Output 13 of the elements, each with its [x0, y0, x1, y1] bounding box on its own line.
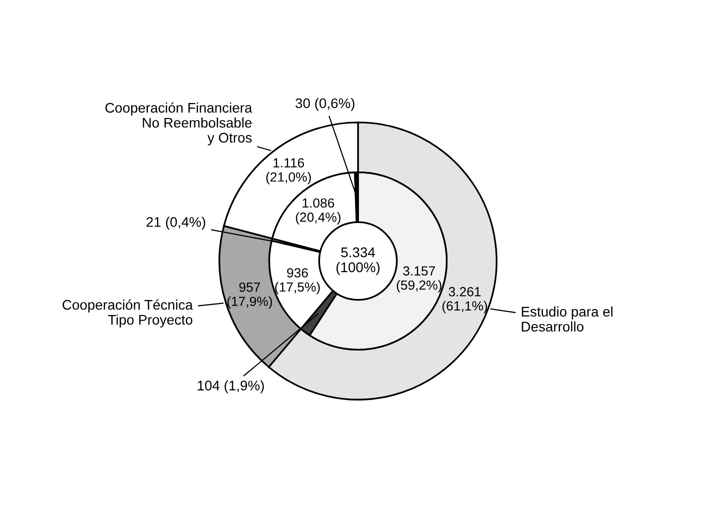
data-label: 3.261 (61,1%): [442, 287, 488, 314]
text: 5.334 (100%): [336, 247, 380, 275]
text: Cooperación Financiera No Reembolsable y Otros: [105, 102, 252, 146]
data-label: 1.086 (20,4%): [296, 198, 340, 224]
data-label: 936 (17,5%): [275, 268, 320, 294]
data-label: 30 (0,6%): [296, 98, 354, 111]
data-label: 21 (0,4%): [146, 216, 206, 230]
text: Cooperación Técnica Tipo Proyecto: [62, 299, 193, 328]
data-label: 1.116 (21,0%): [266, 158, 311, 184]
text: Estudio para el Desarrollo: [522, 306, 612, 332]
data-label: 3.157 (59,2%): [396, 266, 442, 292]
data-label: 957 (17,9%): [227, 282, 272, 309]
data-label: 104 (1,9%): [198, 380, 264, 394]
